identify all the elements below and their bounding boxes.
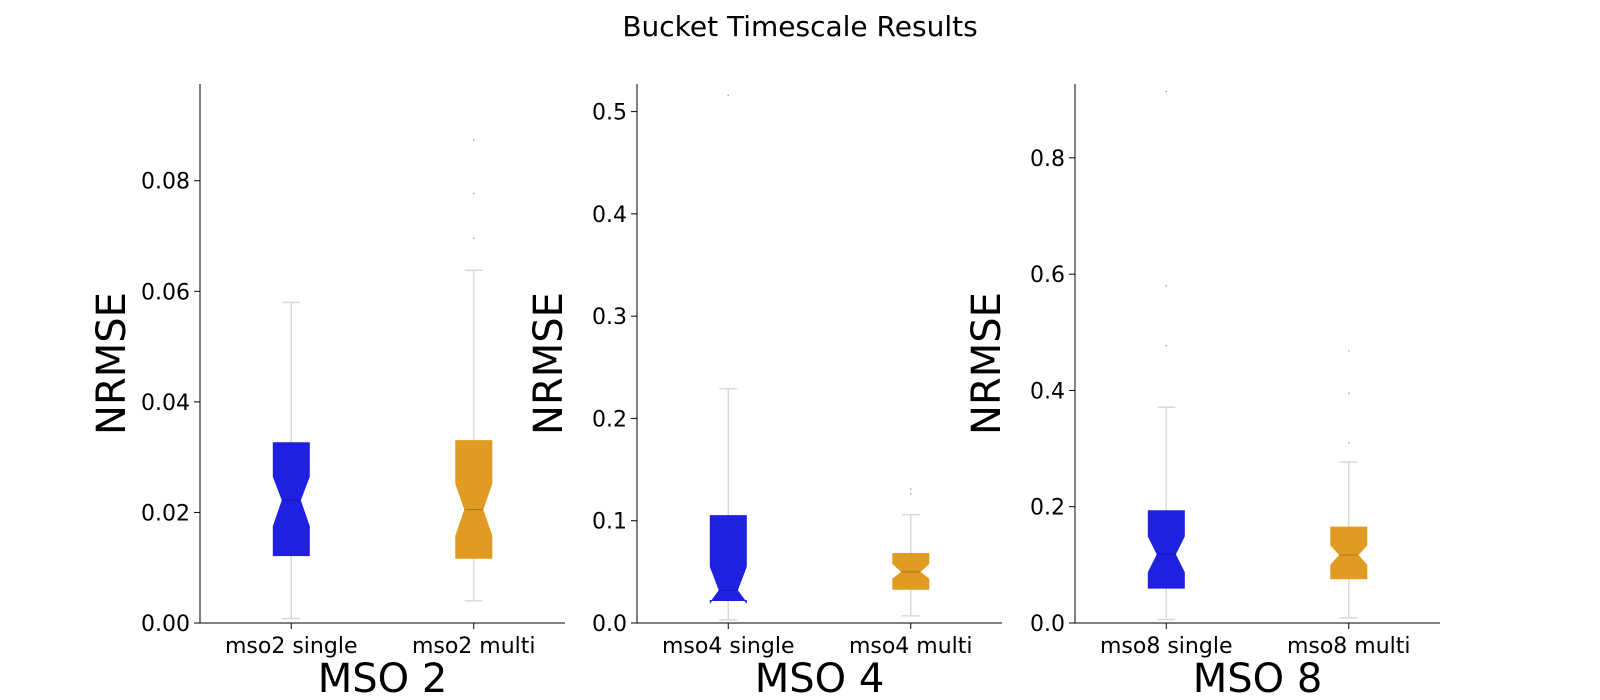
outlier-point (1347, 392, 1350, 395)
box-mso8-multi: mso8 multi (1287, 350, 1411, 659)
x-tick-label: mso8 single (1100, 634, 1232, 659)
box-mso2-multi: mso2 multi (412, 139, 536, 659)
box-body (272, 442, 310, 557)
y-tick-label: 0.02 (141, 501, 190, 526)
x-tick-label: mso4 multi (849, 634, 973, 659)
y-axis-title: NRMSE (89, 292, 135, 435)
y-tick-label: 0.08 (141, 170, 190, 195)
box-mso4-multi: mso4 multi (849, 488, 973, 659)
box-mso4-single: mso4 single (662, 94, 794, 659)
outlier-point (909, 493, 912, 495)
y-tick-label: 0.5 (592, 101, 627, 126)
x-tick-label: mso4 single (662, 634, 794, 659)
x-tick-label: mso2 multi (412, 634, 536, 659)
y-tick-label: 0.04 (141, 391, 190, 416)
y-tick-label: 0.2 (592, 407, 627, 432)
outlier-point (472, 139, 475, 141)
x-axis-title: MSO 8 (1193, 656, 1323, 700)
box-body (892, 553, 930, 590)
outlier-point (1347, 350, 1350, 352)
y-tick-label: 0.4 (1030, 379, 1065, 404)
y-tick-label: 0.00 (141, 612, 190, 637)
y-axis-title: NRMSE (964, 292, 1010, 435)
box-body (1330, 526, 1368, 580)
figure-title: Bucket Timescale Results (622, 10, 977, 43)
outlier-point (472, 237, 475, 240)
y-tick-label: 0.0 (592, 612, 627, 637)
x-tick-label: mso2 single (225, 634, 357, 659)
outlier-point (1347, 441, 1350, 444)
x-axis-title: MSO 4 (755, 656, 885, 700)
y-axis-title: NRMSE (526, 292, 572, 435)
outlier-point (909, 488, 912, 490)
y-tick-label: 0.0 (1030, 612, 1065, 637)
x-tick-label: mso8 multi (1287, 634, 1411, 659)
x-axis-title: MSO 2 (318, 656, 448, 700)
outlier-point (1165, 284, 1168, 287)
box-body (1147, 510, 1185, 589)
box-body (455, 440, 493, 559)
y-tick-label: 0.3 (592, 305, 627, 330)
y-tick-label: 0.6 (1030, 263, 1065, 288)
y-tick-label: 0.2 (1030, 496, 1065, 521)
y-tick-label: 0.06 (141, 280, 190, 305)
outlier-point (472, 192, 475, 195)
box-body (709, 515, 747, 605)
y-tick-label: 0.4 (592, 203, 627, 228)
y-tick-label: 0.1 (592, 510, 627, 535)
outlier-point (1165, 344, 1168, 347)
outlier-point (727, 94, 730, 97)
outlier-point (1165, 90, 1168, 93)
box-mso8-single: mso8 single (1100, 90, 1232, 659)
y-tick-label: 0.8 (1030, 147, 1065, 172)
box-mso2-single: mso2 single (225, 301, 357, 659)
